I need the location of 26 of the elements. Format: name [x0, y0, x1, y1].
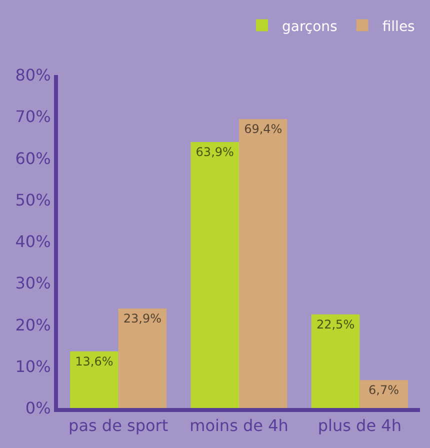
data-label: 6,7% [368, 383, 400, 398]
legend-label: garçons [282, 18, 338, 35]
data-label: 22,5% [316, 317, 355, 332]
bar [239, 119, 288, 408]
legend-label: filles [382, 18, 415, 35]
x-tick-label: plus de 4h [318, 416, 402, 436]
data-label: 23,9% [123, 312, 162, 326]
data-label: 63,9% [196, 145, 234, 160]
y-tick-label: 60% [15, 148, 51, 168]
bar [70, 351, 118, 408]
y-tick-label: 40% [15, 232, 51, 252]
data-label: 69,4% [244, 122, 282, 136]
y-tick-label: 50% [15, 190, 51, 210]
y-tick-label: 10% [15, 356, 51, 376]
bar [311, 314, 360, 408]
data-label: 13,6% [75, 354, 114, 368]
y-tick-label: 80% [15, 66, 51, 85]
x-tick-label: moins de 4h [190, 416, 288, 436]
bar [360, 380, 408, 408]
y-tick-label: 70% [15, 107, 51, 126]
bar [190, 142, 239, 408]
bar [118, 308, 167, 408]
y-tick-label: 20% [15, 315, 51, 334]
y-tick-label: 0% [25, 398, 51, 418]
x-tick-label: pas de sport [68, 416, 168, 436]
y-tick-label: 30% [15, 274, 51, 293]
